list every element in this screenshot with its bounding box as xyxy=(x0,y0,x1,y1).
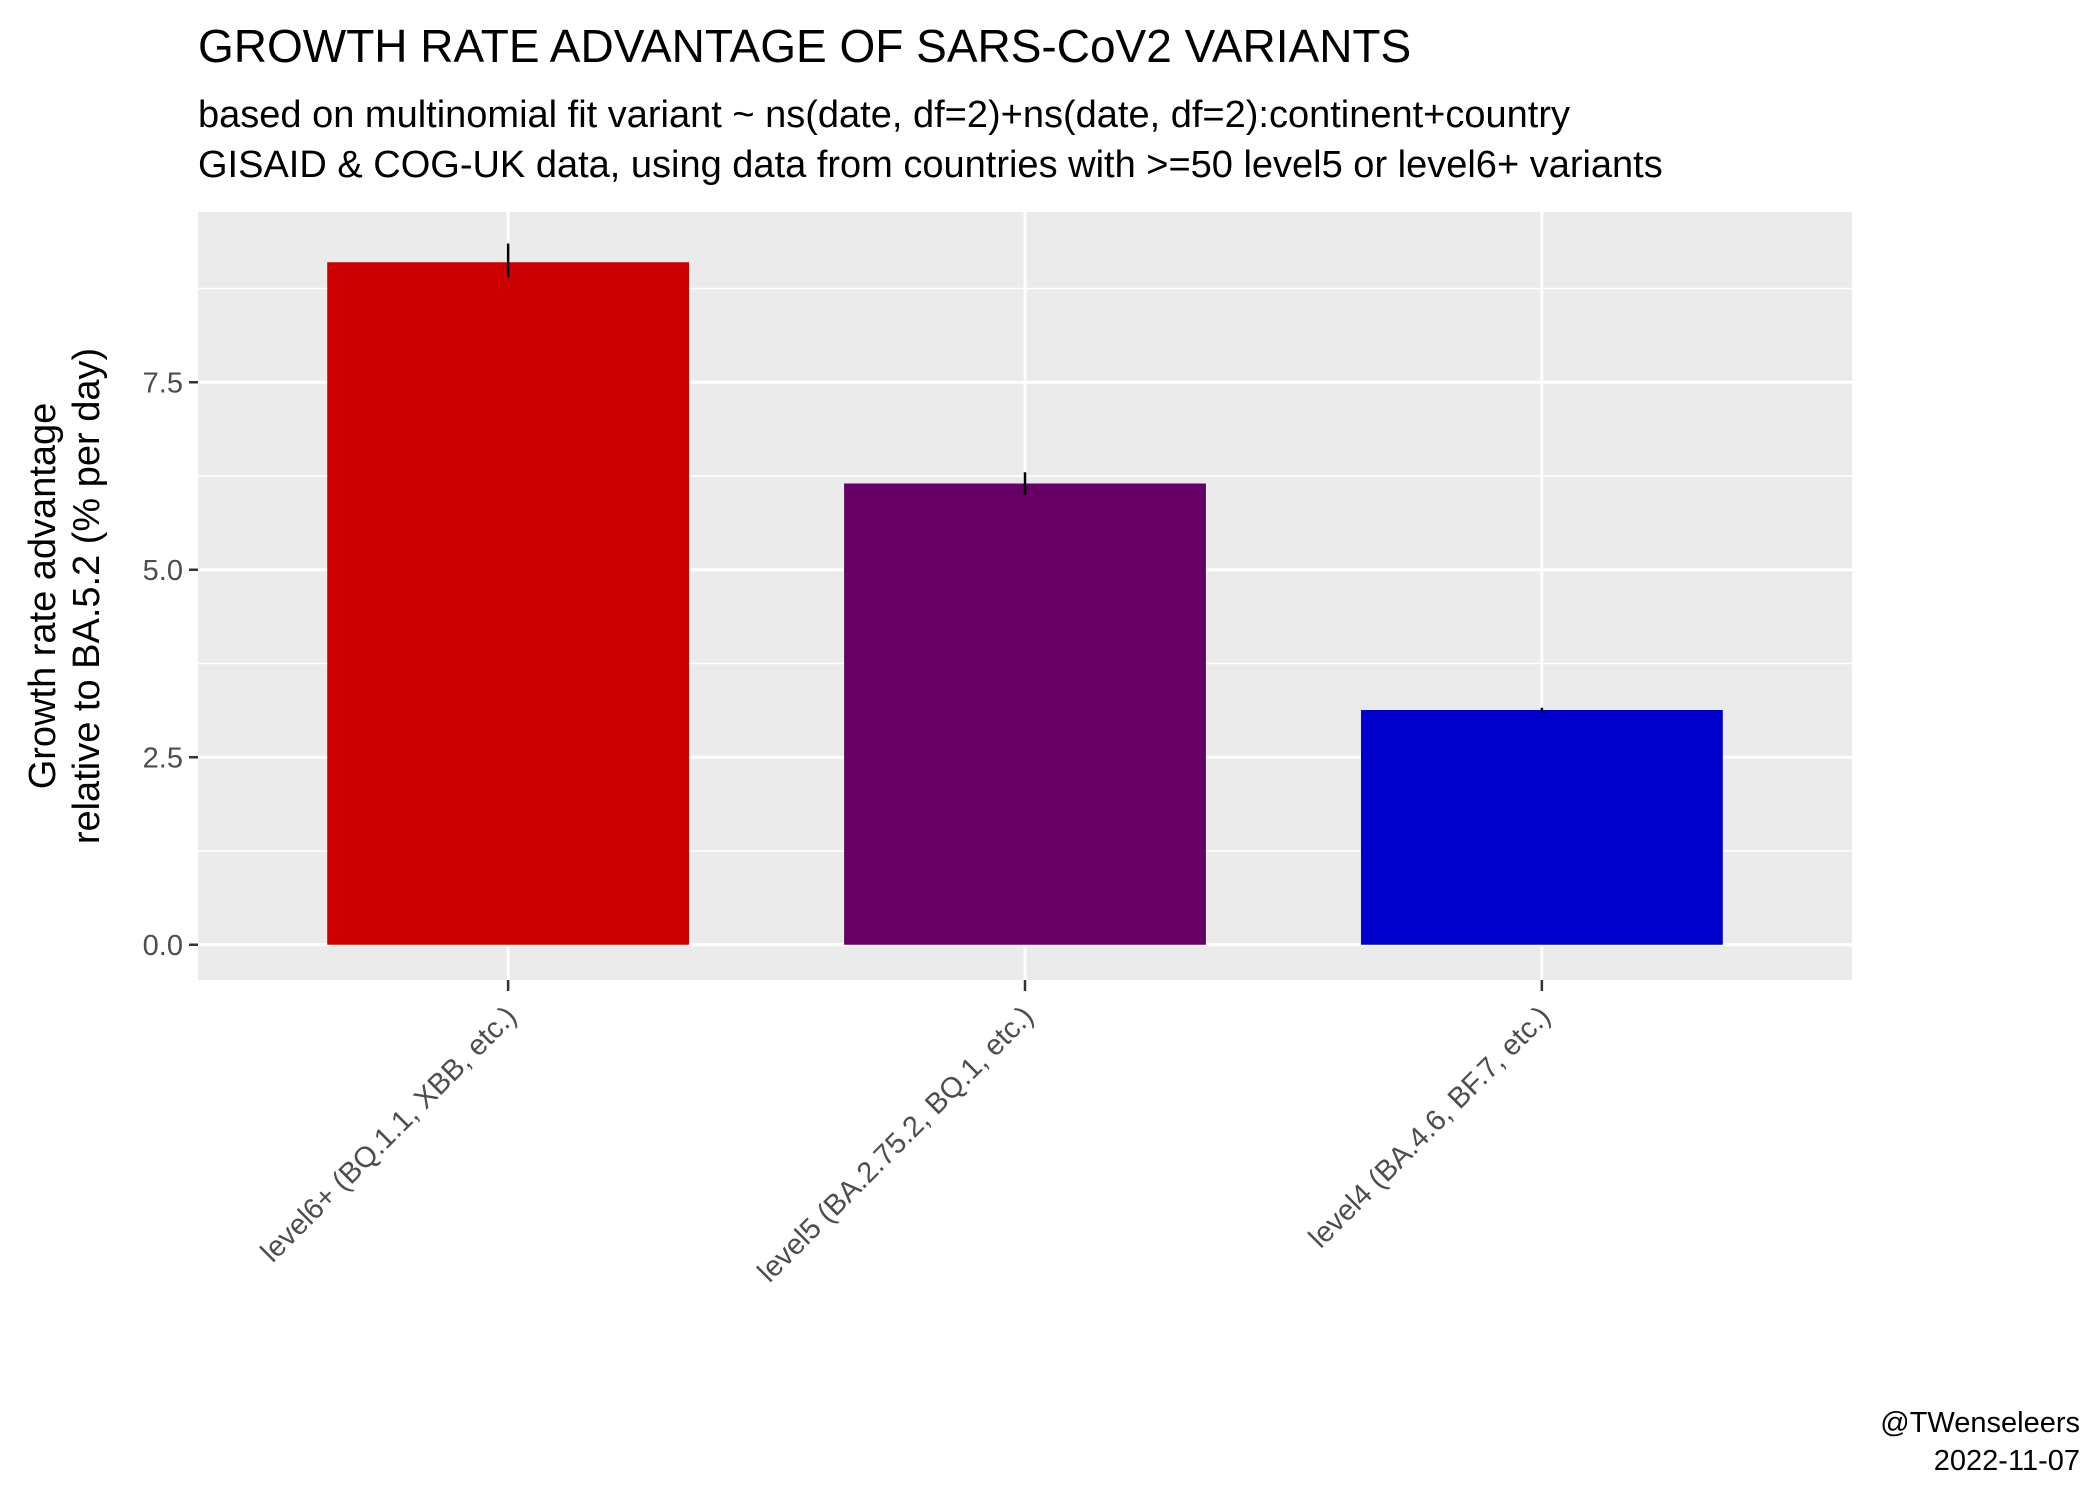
y-tick-label: 7.5 xyxy=(143,367,183,399)
chart-subtitle-line-1: based on multinomial fit variant ~ ns(da… xyxy=(198,94,1570,136)
x-tick-label: level5 (BA.2.75.2, BQ.1, etc.) xyxy=(752,1000,1040,1288)
caption-date: 2022-11-07 xyxy=(1934,1445,2080,1477)
x-tick-label: level4 (BA.4.6, BF.7, etc.) xyxy=(1303,1000,1557,1254)
x-tick-label: level6+ (BQ.1.1, XBB, etc.) xyxy=(255,1000,523,1268)
y-tick-label: 2.5 xyxy=(143,742,183,774)
y-axis-title-line-2: relative to BA.5.2 (% per day) xyxy=(66,348,108,844)
y-axis: 0.0 2.5 5.0 7.5 xyxy=(143,367,198,962)
y-axis-title-line-1: Growth rate advantage xyxy=(22,403,64,790)
chart-title: GROWTH RATE ADVANTAGE OF SARS-CoV2 VARIA… xyxy=(198,20,1411,72)
chart-subtitle-line-2: GISAID & COG-UK data, using data from co… xyxy=(198,144,1663,186)
bars xyxy=(327,262,1723,945)
y-tick-label: 5.0 xyxy=(143,555,183,587)
bar xyxy=(1360,710,1723,945)
bar xyxy=(844,483,1206,945)
x-axis: level6+ (BQ.1.1, XBB, etc.) level5 (BA.2.… xyxy=(255,980,1557,1289)
error-bars xyxy=(506,243,1544,713)
caption-author: @TWenseleers xyxy=(1880,1407,2080,1439)
y-tick-label: 0.0 xyxy=(143,930,183,962)
y-axis-title: Growth rate advantage relative to BA.5.2… xyxy=(22,348,108,844)
bar xyxy=(327,262,690,945)
